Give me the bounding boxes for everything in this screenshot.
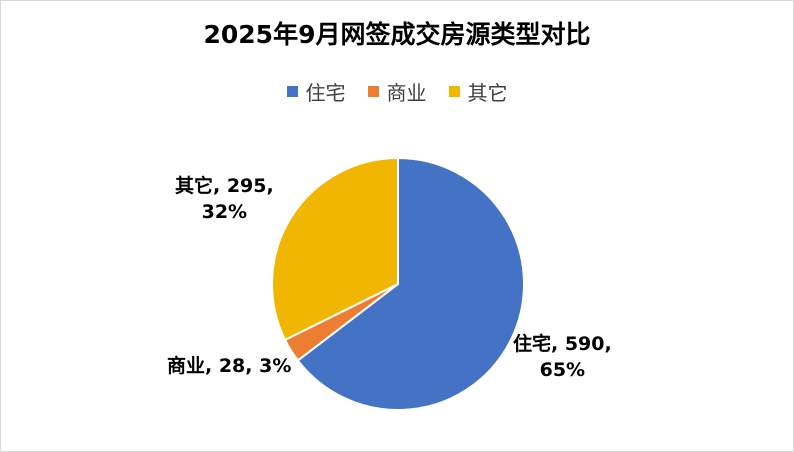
- pie-slice-residential: [296, 156, 525, 411]
- legend-label-residential: 住宅: [305, 81, 346, 105]
- legend-swatch-commercial: [367, 86, 379, 97]
- data-label-commercial: 商业, 28, 3%: [167, 353, 291, 379]
- data-label-residential-line1: 住宅, 590,: [513, 333, 612, 355]
- chart-title: 2025年9月网签成交房源类型对比: [203, 20, 591, 49]
- legend-label-other: 其它: [467, 81, 508, 105]
- legend-swatch-other: [448, 86, 460, 97]
- data-label-other-line2: 32%: [201, 201, 248, 223]
- legend-item-residential: 住宅: [286, 77, 346, 106]
- legend: 住宅 商业 其它: [1, 77, 793, 106]
- data-label-residential: 住宅, 590, 65%: [513, 331, 612, 383]
- data-label-other-line1: 其它, 295,: [175, 175, 274, 197]
- pie-slice-other: [271, 156, 399, 342]
- legend-swatch-residential: [286, 86, 298, 97]
- legend-item-other: 其它: [448, 77, 508, 106]
- data-label-commercial-line1: 商业, 28, 3%: [167, 355, 292, 377]
- data-label-residential-line2: 65%: [539, 359, 586, 381]
- legend-item-commercial: 商业: [367, 77, 427, 106]
- data-label-other: 其它, 295, 32%: [175, 173, 274, 225]
- legend-label-commercial: 商业: [386, 81, 427, 105]
